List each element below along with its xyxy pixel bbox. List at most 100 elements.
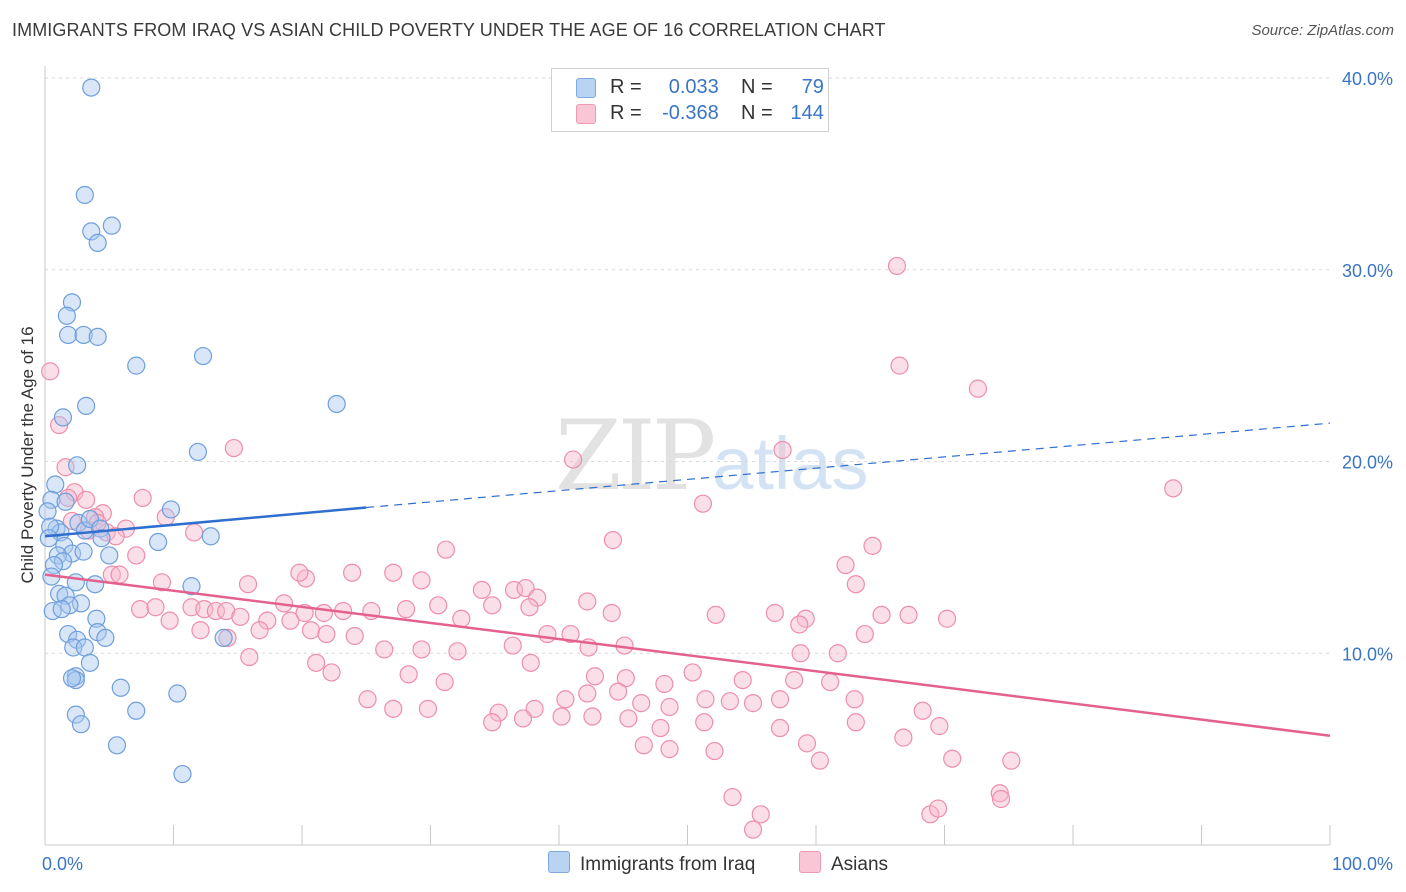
asians-point [968,379,988,398]
asians-point [206,601,226,621]
iraq-point [168,684,187,703]
legend-swatch-blue [576,78,596,98]
iraq-point [201,527,220,546]
asians-point [345,626,364,646]
iraq-point [86,575,105,594]
iraq-point [82,222,101,241]
asians-point [928,799,948,818]
asians-point [603,531,623,550]
asians-point [160,611,179,630]
asians-point [632,694,651,713]
iraq-point [182,577,201,596]
legend-item-iraq: Immigrants from Iraq [548,851,755,876]
asians-point [845,690,864,709]
iraq-point [48,546,67,565]
asians-point [384,699,403,718]
asians-point [836,555,855,575]
asians-point [894,728,913,747]
watermark-atlas: atlas [712,422,869,505]
legend-n-label: N = [741,102,773,124]
iraq-trend-extension [366,422,1331,509]
asians-point [503,636,522,655]
legend-text-asians: R = -0.368 N = 144 [610,102,824,125]
asians-point [483,596,502,615]
iraq-point [87,609,106,628]
asians-point [343,563,362,582]
asians-point [797,734,817,753]
iraq-point [39,529,58,548]
axis-labels: 10.0% 20.0% 30.0% 40.0% 0.0% 100.0% Child Pove… [18,69,1393,874]
asians-point [396,600,416,619]
legend-r-label: R = [610,76,642,98]
asians-point [564,450,583,469]
iraq-point [111,678,130,697]
asians-point [863,536,882,555]
iraq-point [327,394,346,414]
asians-point [290,563,309,582]
iraq-point [107,736,127,755]
asians-point [846,713,865,732]
x-tick-label: 0.0% [42,854,83,874]
iraq-point [148,532,168,552]
iraq-point [66,705,85,724]
series-asians [41,256,1183,839]
legend-item-asians: Asians [799,851,888,876]
asians-point [821,672,840,692]
asians-point [578,592,597,611]
asians-point [184,523,204,542]
asians-point [828,644,847,663]
iraq-point [43,601,62,621]
asians-point [412,640,431,659]
asians-point [765,603,784,623]
asians-point [435,672,454,692]
legend-text-iraq: R = 0.033 N = 79 [610,76,824,99]
asians-point [146,598,165,617]
legend-r-value: -0.368 [662,102,719,124]
iraq-point [100,546,119,565]
asians-point [696,690,715,709]
asians-point [899,605,918,625]
asians-point [810,751,829,770]
asians-point [585,667,605,686]
gridlines [45,77,1330,654]
asians-point [399,665,418,684]
asians-point [660,740,679,759]
asians-point [301,621,321,640]
asians-point [127,546,146,565]
asians-point [224,438,243,458]
asians-point [218,628,237,648]
asians-point [855,624,874,644]
asians-point [693,494,713,513]
asians-point [472,580,491,600]
iraq-point [53,552,73,571]
asians-point [733,670,752,690]
correlation-legend: R = 0.033 N = 79 R = -0.368 N = 144 [551,68,829,132]
asians-point [504,580,524,600]
iraq-point [62,293,82,312]
asians-point [602,603,621,623]
asians-point [695,713,714,732]
y-tick-label: 30.0% [1342,261,1393,281]
iraq-point [56,586,75,605]
iraq-point [88,233,107,253]
asians-point [990,784,1009,803]
y-tick-label: 40.0% [1342,69,1393,89]
asians-point [770,718,790,738]
legend-n-label: N = [741,76,773,98]
iraq-trend-line [44,506,367,538]
legend-r-value: 0.033 [668,76,719,98]
asians-point [790,615,809,634]
chart-title: IMMIGRANTS FROM IRAQ VS ASIAN CHILD POVE… [12,20,886,40]
asians-point [314,603,333,623]
iraq-point [71,715,91,734]
asians-point [634,736,653,755]
asians-point [655,674,674,694]
iraq-point [46,475,65,494]
iraq-point [74,325,93,345]
asians-point [152,573,172,592]
asians-point [375,640,394,659]
asians-point [846,575,865,594]
asians-point [62,511,82,531]
iraq-point [88,327,107,346]
